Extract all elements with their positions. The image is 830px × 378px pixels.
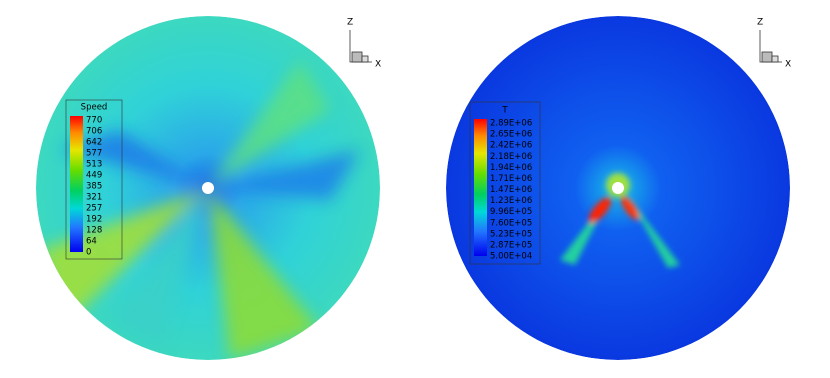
legend-label: 257 xyxy=(86,204,102,214)
legend-label: 64 xyxy=(86,237,97,247)
legend-label: 642 xyxy=(86,138,102,148)
legend-label: 770 xyxy=(86,116,102,126)
legend-label: 7.60E+05 xyxy=(490,218,532,228)
legend-label: 2.18E+06 xyxy=(490,152,532,162)
axis-label: Z xyxy=(757,18,763,28)
legend-label: 5.23E+05 xyxy=(490,229,532,239)
legend-label: 0 xyxy=(86,248,91,258)
axis-label: X xyxy=(785,60,791,70)
legend-label: 1.71E+06 xyxy=(490,174,532,184)
legend-label: 2.42E+06 xyxy=(490,141,532,151)
legend-label: 1.94E+06 xyxy=(490,163,532,173)
hub xyxy=(612,182,624,194)
legend-label: 706 xyxy=(86,127,102,137)
legend-label: 2.87E+05 xyxy=(490,240,532,250)
legend-label: 449 xyxy=(86,171,102,181)
legend-label: 1.47E+06 xyxy=(490,185,532,195)
legend-label: 513 xyxy=(86,160,102,170)
legend-label: 385 xyxy=(86,182,102,192)
legend-label: 321 xyxy=(86,193,102,203)
legend-label: 1.23E+06 xyxy=(490,196,532,206)
legend-label: 128 xyxy=(86,226,102,236)
legend-label: 2.65E+06 xyxy=(490,130,532,140)
legend: T 2.89E+062.65E+062.42E+062.18E+061.94E+… xyxy=(469,101,541,265)
hub xyxy=(202,182,214,194)
axis-label: Z xyxy=(347,18,353,28)
axis-triad xyxy=(349,30,782,63)
legend-label: 5.00E+04 xyxy=(490,252,532,262)
legend-label: 577 xyxy=(86,149,102,159)
legend-title: T xyxy=(501,106,508,116)
legend-label: 2.89E+06 xyxy=(490,119,532,129)
legend: Speed 7707066425775134493853212571921286… xyxy=(65,99,123,260)
legend-title: Speed xyxy=(81,103,108,113)
legend-label: 192 xyxy=(86,215,102,225)
legend-label: 9.96E+05 xyxy=(490,207,532,217)
axis-label: X xyxy=(375,60,381,70)
